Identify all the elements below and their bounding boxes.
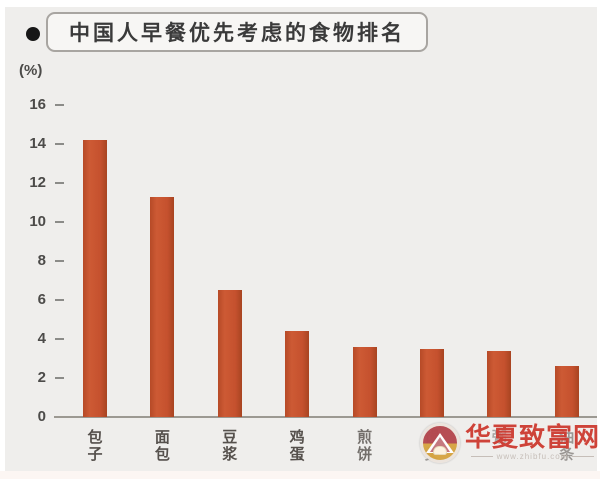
y-tick-mark-14 xyxy=(55,143,64,145)
bar-鸡蛋 xyxy=(285,331,310,417)
watermark: 华夏致富网 www.zhibfu.com xyxy=(420,423,600,463)
y-tick-mark-6 xyxy=(55,299,64,301)
y-tick-mark-8 xyxy=(55,260,64,262)
y-tick-label-12: 12 xyxy=(29,174,46,191)
y-tick-label-4: 4 xyxy=(37,330,46,347)
x-label-鸡蛋: 鸡蛋 xyxy=(287,429,307,463)
x-label-char: 面 xyxy=(154,429,170,446)
watermark-url: www.zhibfu.com xyxy=(496,452,569,461)
x-label-豆浆: 豆浆 xyxy=(220,429,240,463)
x-label-char: 子 xyxy=(87,446,103,463)
x-label-面包: 面包 xyxy=(152,429,172,463)
x-label-char: 煎 xyxy=(357,429,373,446)
watermark-text-block: 华夏致富网 www.zhibfu.com xyxy=(465,423,600,461)
logo-sun-shape xyxy=(433,446,447,455)
bar-包子 xyxy=(83,140,107,417)
x-label-char: 浆 xyxy=(222,446,238,463)
y-tick-mark-12 xyxy=(55,182,64,184)
y-tick-label-2: 2 xyxy=(37,369,46,386)
y-axis-unit-label: (%) xyxy=(19,62,43,79)
watermark-dash-left xyxy=(470,456,493,457)
bar-煎饼 xyxy=(352,347,377,417)
x-label-char: 鸡 xyxy=(289,429,305,446)
chart-title-box: 中国人早餐优先考虑的食物排名 xyxy=(46,12,428,52)
bottom-strip xyxy=(0,471,600,479)
x-label-char: 饼 xyxy=(357,446,373,463)
y-tick-mark-4 xyxy=(55,338,64,340)
watermark-site-name: 华夏致富网 xyxy=(465,422,600,452)
x-label-char: 蛋 xyxy=(289,446,305,463)
bar-油条 xyxy=(554,366,579,417)
right-edge xyxy=(597,0,600,479)
y-tick-label-10: 10 xyxy=(29,213,46,230)
x-label-油条: 油条 xyxy=(557,429,577,463)
y-tick-label-6: 6 xyxy=(37,291,46,308)
x-label-char: 条 xyxy=(559,446,575,463)
x-axis-line xyxy=(54,416,597,418)
x-label-char: 包 xyxy=(154,446,170,463)
y-tick-mark-10 xyxy=(55,221,64,223)
top-edge xyxy=(0,0,600,7)
x-label-char: 包 xyxy=(87,429,103,446)
y-tick-label-14: 14 xyxy=(29,135,46,152)
y-tick-label-0: 0 xyxy=(37,408,46,425)
watermark-dash-right xyxy=(572,456,595,457)
bar-粥 xyxy=(487,351,512,417)
chart-title: 中国人早餐优先考虑的食物排名 xyxy=(69,22,405,45)
x-label-包子: 包子 xyxy=(85,429,105,463)
bar-豆浆 xyxy=(217,290,242,417)
bullet-icon xyxy=(26,27,40,41)
watermark-url-row: www.zhibfu.com xyxy=(467,452,599,461)
y-tick-label-8: 8 xyxy=(37,252,46,269)
watermark-logo-icon xyxy=(420,423,460,463)
x-label-char: 油 xyxy=(559,429,575,446)
x-label-煎饼: 煎饼 xyxy=(355,429,375,463)
bar-面包 xyxy=(150,197,175,417)
x-label-char: 粥 xyxy=(491,429,507,446)
y-tick-label-16: 16 xyxy=(29,96,46,113)
y-tick-mark-16 xyxy=(55,104,64,106)
x-label-char: 豆 xyxy=(222,429,238,446)
left-edge xyxy=(0,0,5,479)
y-tick-mark-2 xyxy=(55,377,64,379)
bar-馒头 xyxy=(420,349,444,417)
x-label-粥: 粥 xyxy=(489,429,509,446)
